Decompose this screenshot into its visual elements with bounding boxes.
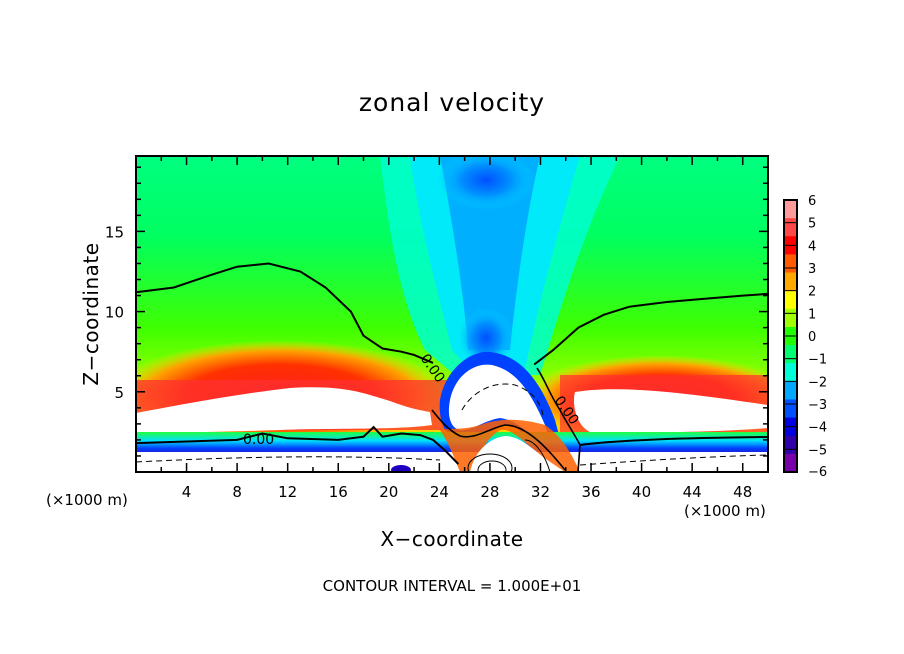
- x-tick-label: 44: [683, 483, 702, 501]
- plume-core-bottom: [458, 308, 514, 368]
- dashed-contour-lower-left: [136, 456, 441, 463]
- colorbar-label: 1: [808, 307, 816, 322]
- zero-contour-upper-left: [136, 262, 434, 364]
- colorbar-label: −5: [808, 443, 827, 458]
- colorbar-label: −4: [808, 421, 827, 436]
- y-tick-label: 15: [105, 223, 124, 241]
- colorbar-label: −1: [808, 353, 827, 368]
- colorbar-label: 2: [808, 285, 816, 300]
- x-axis-label: X−coordinate: [380, 527, 524, 551]
- colorbar-label: 3: [808, 262, 816, 277]
- contour-lines: [136, 262, 768, 472]
- x-tick-label: 12: [278, 483, 297, 501]
- colorbar-swatch: [784, 345, 797, 364]
- colorbar-swatch: [784, 218, 797, 237]
- x-tick-label: 32: [531, 483, 550, 501]
- colorbar-swatch: [784, 200, 797, 219]
- dashed-contour-lobe: [461, 383, 544, 416]
- heatmap-field: [136, 156, 768, 472]
- zero-contour-lower-right: [579, 436, 768, 446]
- y-tick-labels: 5 10 15: [105, 223, 124, 401]
- x-tick-label: 16: [329, 483, 348, 501]
- axis-ticks: [136, 156, 768, 472]
- y-axis-label: Z−coordinate: [79, 242, 103, 386]
- x-tick-label: 8: [232, 483, 242, 501]
- y-tick-label: 10: [105, 304, 124, 322]
- x-tick-label: 20: [379, 483, 398, 501]
- colorbar-swatch: [784, 290, 797, 310]
- colorbar-swatch: [784, 435, 797, 455]
- colorbar-swatch: [784, 453, 797, 473]
- x-tick-label: 48: [733, 483, 752, 501]
- closed-contour-1: [467, 453, 513, 472]
- colorbar-swatch: [784, 272, 797, 292]
- colorbar-swatch: [784, 363, 797, 382]
- white-region-right: [573, 389, 768, 433]
- plume-core-top: [436, 156, 536, 210]
- white-region-left: [136, 387, 432, 433]
- x-tick-label: 4: [182, 483, 192, 501]
- colorbar-labels: 6 5 4 3 2 1 0 −1 −2 −3 −4 −5 −6: [808, 194, 827, 480]
- x-tick-label: 36: [581, 483, 600, 501]
- plot-frame: [135, 155, 769, 473]
- colorbar-label: 4: [808, 239, 816, 254]
- closed-contour-2: [477, 460, 507, 472]
- x-tick-label: 40: [632, 483, 651, 501]
- colorbar-label: 5: [808, 217, 816, 232]
- colorbar-label: 0: [808, 330, 816, 345]
- colorbar-label: −6: [808, 465, 827, 480]
- x-tick-labels: 4 8 12 16 20 24 28 32 36 40 44 48: [182, 483, 752, 501]
- x-tick-label: 28: [480, 483, 499, 501]
- white-lower-region: [136, 452, 768, 472]
- colorbar-label: 6: [808, 194, 816, 209]
- dashed-contour-lower-right: [579, 454, 768, 466]
- chart-title: zonal velocity: [358, 88, 546, 117]
- colorbar-label: −3: [808, 398, 827, 413]
- y-tick-label: 5: [114, 384, 124, 402]
- zero-contour-center: [431, 409, 566, 471]
- x-tick-label: 24: [430, 483, 449, 501]
- colorbar: [783, 199, 798, 473]
- x-unit-label-right: (×1000 m): [684, 502, 766, 520]
- colorbar-swatch: [784, 381, 797, 400]
- colorbar-swatch: [784, 308, 797, 328]
- colorbar-swatch: [784, 399, 797, 419]
- blue-blob-small: [391, 465, 411, 472]
- center-white-base: [470, 436, 560, 472]
- zero-contour-upper-right: [533, 292, 768, 366]
- zero-contour-right-branch: [536, 367, 581, 472]
- contour-interval-note: CONTOUR INTERVAL = 1.000E+01: [322, 577, 582, 595]
- colorbar-swatch: [784, 254, 797, 274]
- zero-contour-lower-left: [136, 425, 460, 465]
- x-unit-label-left: (×1000 m): [46, 491, 128, 509]
- open-contour: [524, 439, 551, 472]
- contour-label-lower: 0.00: [243, 432, 274, 448]
- colorbar-label: −2: [808, 375, 827, 390]
